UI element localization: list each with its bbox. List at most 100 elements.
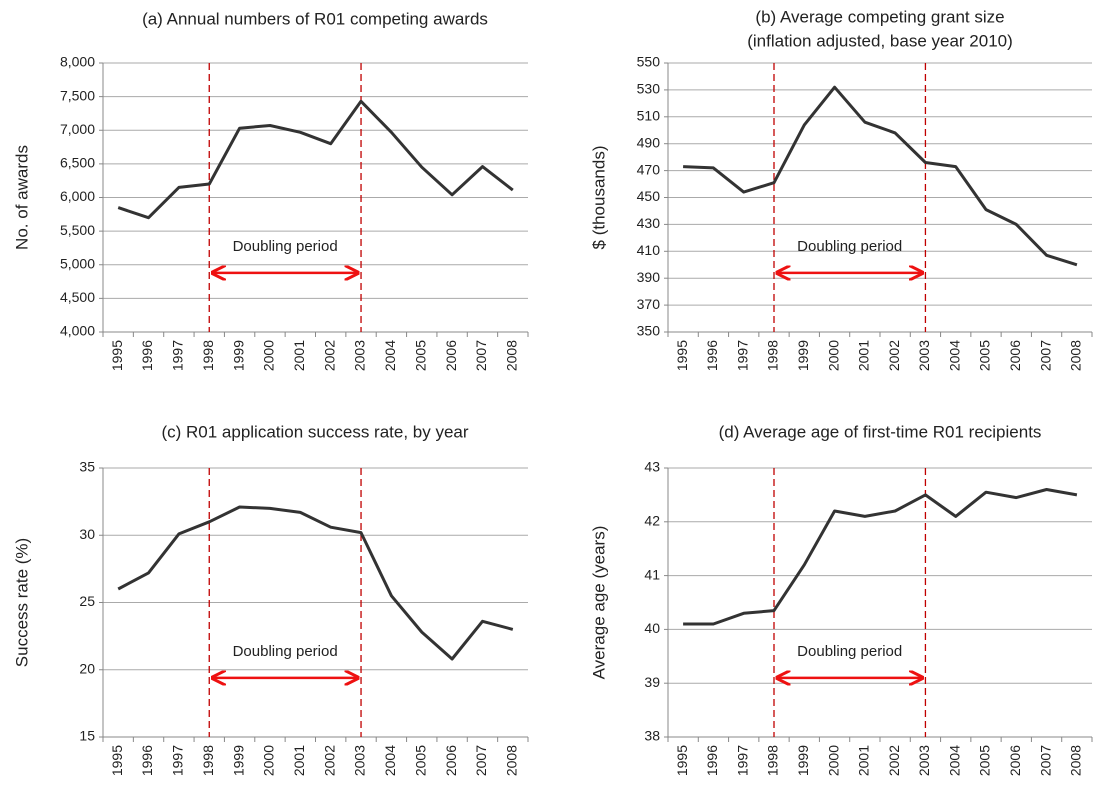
x-tick-label: 2008 (1068, 745, 1084, 776)
x-tick-label: 2008 (504, 745, 520, 776)
chart-title: (c) R01 application success rate, by yea… (161, 422, 468, 441)
x-tick-label: 2005 (412, 340, 428, 371)
x-tick-label: 1996 (704, 745, 720, 776)
x-tick-label: 2007 (473, 340, 489, 371)
data-line (117, 505, 514, 661)
y-tick-label: 410 (637, 242, 661, 258)
x-tick-label: 2008 (504, 340, 520, 371)
chart-title: (inflation adjusted, base year 2010) (747, 31, 1013, 50)
x-tick-label: 2006 (1007, 745, 1023, 776)
y-tick-label: 470 (637, 161, 661, 177)
y-tick-label: 7,000 (60, 121, 95, 137)
y-tick-label: 6,500 (60, 155, 95, 171)
chart-title: (d) Average age of first-time R01 recipi… (719, 422, 1042, 441)
x-tick-label: 2003 (352, 340, 368, 371)
x-tick-label: 2007 (1037, 745, 1053, 776)
annotation: Doubling period (233, 643, 338, 660)
data-line (683, 488, 1078, 626)
y-tick-label: 25 (79, 593, 95, 609)
x-tick-label: 1997 (170, 340, 186, 371)
x-tick-label: 1997 (170, 745, 186, 776)
x-tick-label: 2006 (1007, 340, 1023, 371)
y-tick-label: 530 (637, 81, 661, 97)
annotation: Doubling period (797, 643, 902, 660)
x-tick-label: 1997 (734, 340, 750, 371)
x-tick-label: 1995 (109, 745, 125, 776)
x-tick-label: 2000 (825, 745, 841, 776)
y-tick-label: 38 (644, 728, 660, 744)
data-line (117, 99, 514, 220)
y-axis-label: Success rate (%) (12, 538, 31, 667)
x-tick-label: 1999 (795, 745, 811, 776)
annotation: Doubling period (797, 238, 902, 255)
x-tick-label: 2002 (321, 340, 337, 371)
y-tick-label: 450 (637, 188, 661, 204)
y-tick-label: 490 (637, 134, 661, 150)
x-tick-label: 2004 (946, 745, 962, 776)
x-tick-label: 1998 (765, 745, 781, 776)
y-tick-label: 41 (644, 566, 660, 582)
x-tick-label: 2001 (856, 745, 872, 776)
x-tick-label: 2005 (412, 745, 428, 776)
x-tick-label: 1997 (734, 745, 750, 776)
y-tick-label: 350 (637, 323, 661, 339)
x-tick-label: 1996 (139, 340, 155, 371)
x-tick-label: 1999 (230, 340, 246, 371)
y-tick-label: 6,000 (60, 188, 95, 204)
x-tick-label: 2005 (977, 745, 993, 776)
x-tick-label: 1995 (109, 340, 125, 371)
x-tick-label: 2004 (946, 340, 962, 371)
y-tick-label: 7,500 (60, 87, 95, 103)
y-tick-label: 42 (644, 513, 660, 529)
x-tick-label: 2002 (886, 745, 902, 776)
y-tick-label: 39 (644, 674, 660, 690)
x-tick-label: 2006 (443, 745, 459, 776)
x-tick-label: 2003 (916, 340, 932, 371)
y-tick-label: 370 (637, 296, 661, 312)
y-tick-label: 43 (644, 459, 660, 475)
y-tick-label: 4,000 (60, 323, 95, 339)
x-tick-label: 2004 (382, 340, 398, 371)
y-tick-label: 550 (637, 54, 661, 70)
y-tick-label: 390 (637, 269, 661, 285)
x-tick-label: 1999 (795, 340, 811, 371)
x-tick-label: 1998 (200, 745, 216, 776)
y-tick-label: 5,500 (60, 222, 95, 238)
x-tick-label: 2002 (321, 745, 337, 776)
y-tick-label: 35 (79, 459, 95, 475)
y-tick-label: 8,000 (60, 54, 95, 70)
y-axis-label: Average age (years) (589, 526, 608, 680)
x-tick-label: 2003 (916, 745, 932, 776)
x-tick-label: 1995 (674, 745, 690, 776)
x-tick-label: 1998 (765, 340, 781, 371)
x-tick-label: 1999 (230, 745, 246, 776)
x-tick-label: 2006 (443, 340, 459, 371)
x-tick-label: 2003 (352, 745, 368, 776)
x-tick-label: 1995 (674, 340, 690, 371)
y-tick-label: 20 (79, 660, 95, 676)
x-tick-label: 2007 (473, 745, 489, 776)
x-tick-label: 2004 (382, 745, 398, 776)
y-tick-label: 5,000 (60, 255, 95, 271)
y-tick-label: 40 (644, 620, 660, 636)
x-tick-label: 2002 (886, 340, 902, 371)
x-tick-label: 1998 (200, 340, 216, 371)
y-tick-label: 15 (79, 728, 95, 744)
y-tick-label: 4,500 (60, 289, 95, 305)
y-tick-label: 30 (79, 526, 95, 542)
x-tick-label: 2005 (977, 340, 993, 371)
x-tick-label: 2000 (825, 340, 841, 371)
chart-title: (b) Average competing grant size (755, 7, 1004, 26)
chart-title: (a) Annual numbers of R01 competing awar… (142, 9, 488, 28)
x-tick-label: 2001 (291, 340, 307, 371)
x-tick-label: 2001 (291, 745, 307, 776)
x-tick-label: 2001 (856, 340, 872, 371)
x-tick-label: 2000 (261, 340, 277, 371)
x-tick-label: 1996 (139, 745, 155, 776)
annotation: Doubling period (233, 238, 338, 255)
x-tick-label: 2007 (1037, 340, 1053, 371)
x-tick-label: 1996 (704, 340, 720, 371)
data-line (683, 85, 1078, 267)
y-tick-label: 430 (637, 215, 661, 231)
